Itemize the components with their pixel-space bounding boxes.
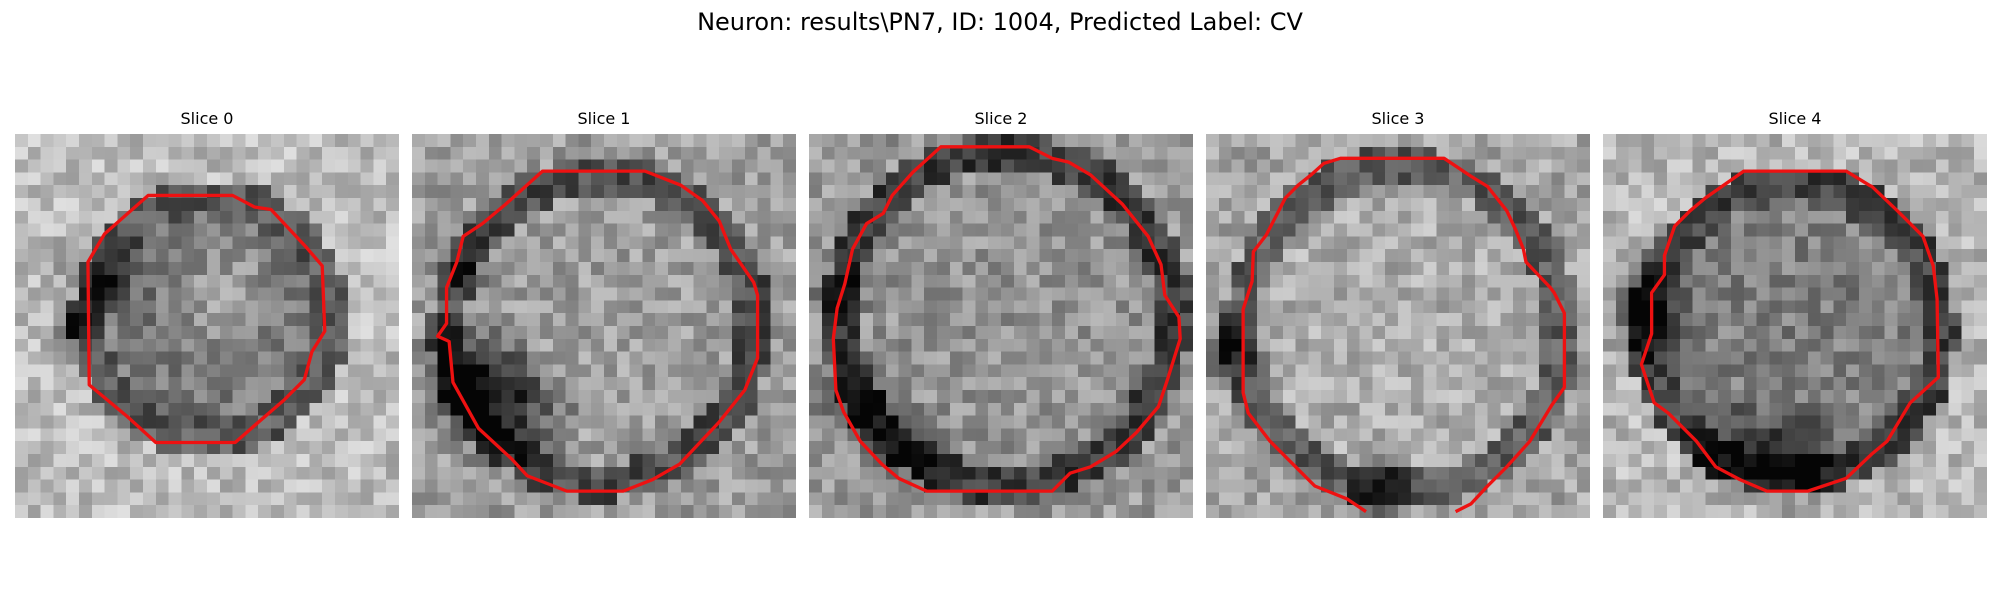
slice-image-4: [1603, 134, 1987, 518]
slice-title-2: Slice 2: [809, 108, 1193, 130]
figure-title: Neuron: results\PN7, ID: 1004, Predicted…: [0, 6, 2000, 38]
slice-image-0: [15, 134, 399, 518]
slice-title-1: Slice 1: [412, 108, 796, 130]
slice-title-0: Slice 0: [15, 108, 399, 130]
em-image-pixels-1: [412, 134, 796, 518]
slice-title-3: Slice 3: [1206, 108, 1590, 130]
slice-image-3: [1206, 134, 1590, 518]
em-image-pixels-3: [1206, 134, 1590, 518]
slice-image-2: [809, 134, 1193, 518]
em-image-pixels-4: [1603, 134, 1987, 518]
slice-image-1: [412, 134, 796, 518]
em-image-pixels-0: [15, 134, 399, 518]
em-image-pixels-2: [809, 134, 1193, 518]
slice-title-4: Slice 4: [1603, 108, 1987, 130]
